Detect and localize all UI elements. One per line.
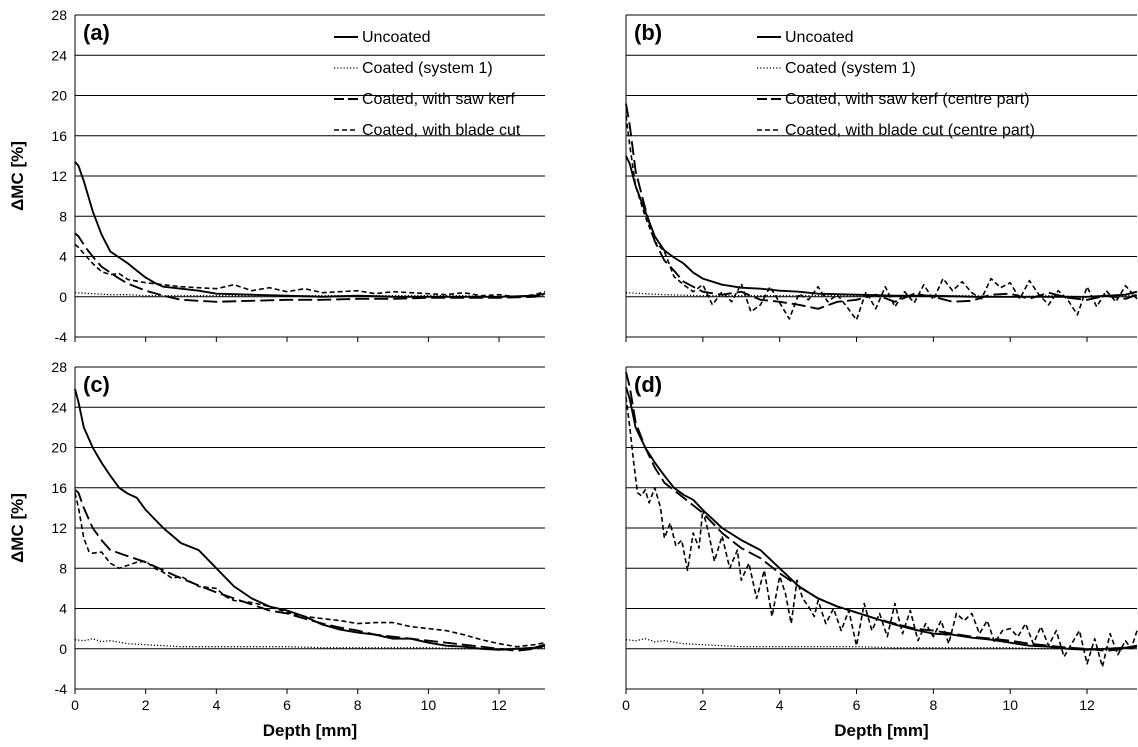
x-tick-label: 0 (622, 697, 630, 713)
y-axis-label: ΔMC [%] (8, 141, 27, 211)
y-tick-label: 8 (59, 560, 67, 576)
x-tick-label: 12 (491, 697, 507, 713)
panel-b: (b) Uncoated Coated (system 1) Coated, with… (625, 14, 1138, 342)
y-tick-label: -4 (55, 681, 68, 697)
panel-label: (b) (634, 20, 662, 45)
x-tick-label: 10 (1002, 697, 1018, 713)
y-tick-label: 0 (59, 641, 67, 657)
legend-entry: Coated (system 1) (785, 60, 916, 77)
series-line (625, 103, 1138, 310)
series-line (625, 397, 1138, 668)
series-line (625, 371, 1138, 652)
legend-entry: Coated, with saw kerf (362, 91, 516, 108)
y-tick-label: 24 (51, 399, 67, 415)
y-tick-label: 28 (51, 359, 67, 375)
series-line (74, 161, 546, 298)
series-line (74, 243, 546, 298)
legend: Uncoated Coated (system 1) Coated, with sa… (334, 29, 521, 139)
y-tick-label: 28 (51, 7, 67, 23)
x-tick-label: 2 (142, 697, 150, 713)
series-line (74, 388, 546, 651)
legend-entry: Coated, with blade cut (362, 122, 521, 139)
legend-entry: Coated, with saw kerf (centre part) (785, 91, 1030, 108)
x-axis-label: Depth [mm] (263, 721, 357, 740)
y-tick-label: 16 (51, 480, 67, 496)
panel-a: 28 24 20 16 12 8 4 0 -4 ΔMC [%] (a) Uncoated Coated … (8, 7, 546, 345)
x-tick-label: 4 (212, 697, 220, 713)
x-tick-label: 4 (776, 697, 784, 713)
x-tick-label: 12 (1079, 697, 1095, 713)
series-line (74, 638, 545, 650)
series-line (625, 115, 1138, 321)
panel-label: (c) (83, 372, 110, 397)
x-tick-label: 10 (421, 697, 437, 713)
legend-entry: Uncoated (785, 29, 854, 46)
series-line (74, 489, 546, 652)
y-axis-label: ΔMC [%] (8, 493, 27, 563)
y-tick-label: 12 (51, 168, 67, 184)
x-tick-label: 6 (283, 697, 291, 713)
series-line (74, 492, 546, 648)
y-tick-label: 4 (59, 249, 67, 265)
y-tick-label: 12 (51, 520, 67, 536)
y-tick-label: -4 (55, 329, 68, 345)
y-tick-label: 8 (59, 208, 67, 224)
legend: Uncoated Coated (system 1) Coated, with sa… (757, 29, 1035, 139)
series-line (625, 155, 1138, 298)
y-tick-label: 16 (51, 128, 67, 144)
y-tick-label: 0 (59, 289, 67, 305)
y-tick-label: 20 (51, 88, 67, 104)
legend-entry: Coated (system 1) (362, 60, 493, 77)
panel-label: (a) (83, 20, 110, 45)
x-tick-label: 8 (354, 697, 362, 713)
legend-entry: Uncoated (362, 29, 431, 46)
y-tick-label: 24 (51, 47, 67, 63)
y-tick-label: 20 (51, 440, 67, 456)
panel-label: (d) (634, 372, 662, 397)
series-line (74, 292, 545, 298)
x-tick-label: 6 (853, 697, 861, 713)
series-line (625, 638, 1137, 650)
series-line (74, 232, 546, 303)
panel-d: 0 2 4 6 8 10 12 Depth [mm] (d) (622, 366, 1138, 740)
y-tick-label: 4 (59, 601, 67, 617)
x-tick-label: 2 (699, 697, 707, 713)
legend-entry: Coated, with blade cut (centre part) (785, 122, 1035, 139)
x-tick-label: 8 (929, 697, 937, 713)
x-tick-label: 0 (71, 697, 79, 713)
x-axis-label: Depth [mm] (834, 721, 928, 740)
